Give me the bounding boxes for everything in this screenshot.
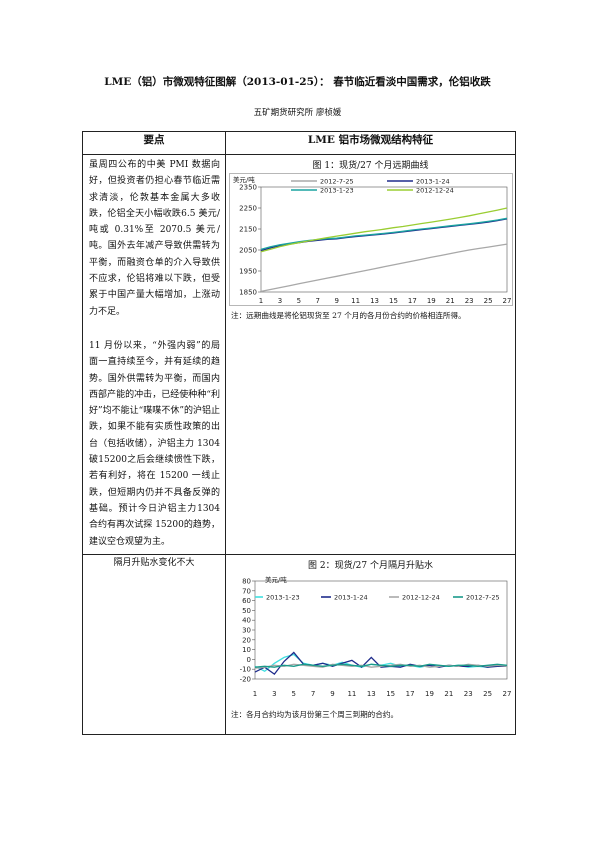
y-axis-label: 美元/吨 <box>233 175 255 184</box>
y-tick-label: 70 <box>242 587 251 595</box>
series-line-2013-1-24 <box>254 651 507 675</box>
analysis-paragraph-2: 11 月份以来，“外强内弱”的局面一直持续至今，并有延续的趋势。国外供需转为平衡… <box>89 340 220 547</box>
x-tick-label: 9 <box>334 297 338 305</box>
x-tick-label: 13 <box>367 690 376 698</box>
analysis-cell: 虽周四公布的中美 PMI 数据向好，但投资者仍担心春节临近需求清淡，伦敦基本金属… <box>82 154 226 555</box>
series-line-2012-7-25 <box>260 243 508 293</box>
x-tick-label: 5 <box>292 690 296 698</box>
chart-frame <box>229 173 513 306</box>
y-tick-label: 0 <box>247 656 251 664</box>
x-tick-label: 15 <box>386 690 395 698</box>
x-tick-label: 5 <box>297 297 301 305</box>
x-tick-label: 25 <box>483 690 492 698</box>
x-tick-label: 21 <box>444 690 453 698</box>
y-tick-label: 2250 <box>239 205 257 213</box>
y-tick-label: 1850 <box>239 289 257 297</box>
legend-label-2013-1-24: 2013-1-24 <box>416 178 450 186</box>
x-tick-label: 19 <box>425 690 434 698</box>
x-tick-label: 23 <box>465 297 474 305</box>
figure1-title: 图 1：现货/27 个月远期曲线 <box>312 161 429 171</box>
x-tick-label: 9 <box>330 690 334 698</box>
y-axis-label: 美元/吨 <box>265 575 287 584</box>
legend-label-2013-1-23: 2013-1-23 <box>320 187 354 195</box>
figure1-note: 注：远期曲线是将伦铝现货至 27 个月的各月份合约的价格相连所得。 <box>231 311 466 320</box>
legend-label-2012-12-24: 2012-12-24 <box>402 594 440 602</box>
x-tick-label: 11 <box>351 297 360 305</box>
y-tick-label: -20 <box>240 676 251 684</box>
y-tick-label: 20 <box>242 636 251 644</box>
x-tick-label: 1 <box>259 297 263 305</box>
figure2-title: 图 2：现货/27 个月隔月升贴水 <box>308 561 433 571</box>
series-line-2013-1-23 <box>260 217 508 251</box>
plot-area <box>260 186 508 293</box>
y-tick-label: 1950 <box>239 268 257 276</box>
x-tick-label: 27 <box>503 690 512 698</box>
figure1-cell: 图 1：现货/27 个月远期曲线 1850 1950 2050 2150 2250 235… <box>225 154 516 555</box>
x-tick-label: 17 <box>406 690 415 698</box>
report-title: LME（铝）市微观特征图解（2013-01-25）： 春节临近看淡中国需求，伦铝… <box>104 76 491 88</box>
x-tick-label: 17 <box>408 297 417 305</box>
report-author: 五矿期货研究所 廖桢媛 <box>253 108 342 118</box>
x-tick-label: 23 <box>464 690 473 698</box>
x-tick-label: 19 <box>427 297 436 305</box>
x-tick-label: 13 <box>370 297 379 305</box>
legend-label-2012-7-25: 2012-7-25 <box>320 178 354 186</box>
y-tick-label: 2150 <box>239 226 257 234</box>
spread-summary-label: 隔月升贴水变化不大 <box>113 558 195 568</box>
x-tick-label: 1 <box>253 690 257 698</box>
y-tick-label: 2050 <box>239 247 257 255</box>
y-tick-label: 10 <box>242 646 251 654</box>
x-tick-label: 7 <box>311 690 315 698</box>
legend-label-2013-1-23: 2013-1-23 <box>266 594 300 602</box>
series-line-2012-12-24 <box>260 207 508 253</box>
analysis-paragraph-1: 虽周四公布的中美 PMI 数据向好，但投资者仍担心春节临近需求清淡，伦敦基本金属… <box>89 160 220 317</box>
legend-label-2013-1-24: 2013-1-24 <box>334 594 368 602</box>
x-tick-label: 3 <box>272 690 276 698</box>
chart-frame <box>229 573 513 705</box>
x-tick-label: 27 <box>503 297 512 305</box>
figure2-cell: 图 2：现货/27 个月隔月升贴水 -20 -10 0 10 20 30 40 50 60 70 8… <box>225 554 516 735</box>
x-tick-label: 3 <box>278 297 282 305</box>
x-tick-label: 7 <box>316 297 320 305</box>
y-tick-label: 50 <box>242 607 251 615</box>
series-line-2012-7-25 <box>254 663 508 668</box>
legend-label-2012-7-25: 2012-7-25 <box>466 594 500 602</box>
col2-header: LME 铝市场微观结构特征 <box>225 131 516 155</box>
y-tick-label: 40 <box>242 617 251 625</box>
x-tick-label: 25 <box>484 297 493 305</box>
y-tick-label: -10 <box>240 666 251 674</box>
x-tick-label: 21 <box>446 297 455 305</box>
x-tick-label: 11 <box>347 690 356 698</box>
y-tick-label: 2350 <box>239 184 257 192</box>
legend-label-2012-12-24: 2012-12-24 <box>416 187 454 195</box>
y-tick-label: 80 <box>242 578 251 586</box>
x-tick-label: 15 <box>389 297 398 305</box>
col1-header: 要点 <box>82 131 226 155</box>
spread-summary-cell: 隔月升贴水变化不大 <box>82 554 226 735</box>
y-tick-label: 60 <box>242 597 251 605</box>
main-table: 要点 LME 铝市场微观结构特征 虽周四公布的中美 PMI 数据向好，但投资者仍… <box>82 131 516 735</box>
figure2-note: 注：各月合约均为该月份第三个周三到期的合约。 <box>231 710 399 719</box>
y-tick-label: 30 <box>242 627 251 635</box>
